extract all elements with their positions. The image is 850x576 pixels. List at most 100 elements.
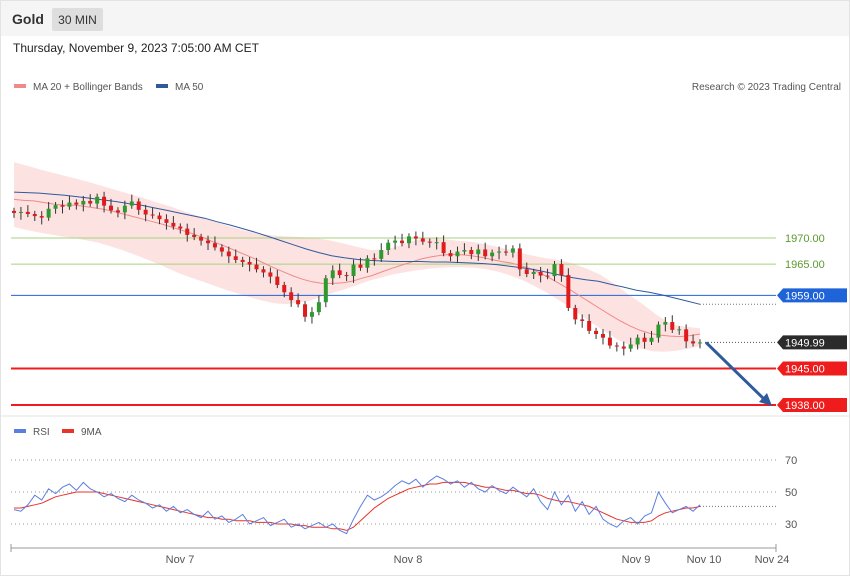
candle-body: [684, 329, 689, 342]
candle: [178, 223, 183, 234]
candle-body: [656, 324, 661, 338]
candle-body: [185, 228, 190, 235]
candle: [25, 205, 30, 218]
level-label-1938-00: 1938.00: [785, 400, 825, 412]
candle: [538, 266, 543, 283]
candle: [649, 330, 654, 345]
candle-body: [600, 334, 605, 338]
candle-body: [12, 210, 16, 213]
candle-body: [129, 201, 134, 206]
candle-body: [192, 234, 197, 237]
rsi-legend-label-1: RSI: [33, 427, 50, 438]
candle-body: [497, 251, 502, 253]
candle: [122, 200, 127, 220]
candle-body: [400, 240, 405, 244]
candle: [663, 317, 668, 332]
candle: [32, 210, 37, 222]
candle-body: [275, 276, 280, 285]
candle: [559, 259, 564, 282]
candle: [517, 243, 522, 277]
candle-body: [441, 242, 446, 254]
candle: [462, 243, 467, 255]
candle: [677, 326, 682, 335]
candle-body: [268, 272, 273, 277]
candle-body: [122, 205, 127, 213]
candle: [164, 214, 169, 230]
level-label-1965-00: 1965.00: [785, 259, 825, 271]
rsi-legend-swatch-2: [62, 429, 74, 433]
candle: [684, 324, 689, 349]
candle-body: [393, 240, 398, 243]
candle: [289, 287, 294, 307]
candle: [635, 334, 640, 350]
candle-body: [309, 312, 314, 317]
candle: [379, 243, 384, 263]
candle-body: [226, 251, 231, 257]
candle: [621, 341, 626, 356]
candle-body: [587, 320, 592, 331]
candle: [691, 334, 696, 347]
candle-body: [136, 201, 141, 210]
candle: [102, 191, 107, 213]
candle: [427, 238, 432, 248]
timeframe-badge[interactable]: 30 MIN: [52, 8, 103, 31]
candle: [400, 233, 405, 247]
candle: [420, 231, 425, 245]
ma50-line: [13, 191, 701, 305]
candle-body: [628, 344, 633, 349]
candle-body: [614, 345, 619, 347]
header-bar: Gold 30 MIN: [1, 1, 849, 36]
candle-body: [282, 284, 287, 293]
level-label-1970-00: 1970.00: [785, 233, 825, 245]
price-legend: MA 20 + Bollinger Bands MA 50: [14, 82, 204, 93]
x-tick-label-2: Nov 8: [394, 554, 423, 566]
candle: [497, 246, 502, 260]
candle: [365, 255, 370, 273]
candle-body: [469, 250, 474, 255]
level-tag-1945-00: [777, 361, 847, 376]
candle: [282, 281, 287, 298]
candle-body: [372, 258, 377, 260]
candle: [531, 268, 536, 279]
candle: [240, 256, 245, 267]
candle-body: [18, 211, 23, 213]
chart-timestamp: Thursday, November 9, 2023 7:05:00 AM CE…: [13, 41, 259, 55]
candle-body: [531, 271, 536, 275]
candle-body: [580, 319, 585, 321]
level-label-1959-00: 1959.00: [785, 290, 825, 302]
candle-body: [219, 247, 224, 252]
candle-body: [289, 292, 294, 301]
candle: [698, 339, 702, 349]
candle: [587, 314, 592, 335]
candle: [441, 235, 446, 257]
candle: [18, 206, 23, 220]
candle: [157, 212, 162, 225]
candle-body: [32, 213, 37, 217]
candle-body: [691, 341, 696, 344]
candle-body: [552, 264, 557, 277]
candle: [372, 253, 377, 266]
rsi-legend-swatch-1: [14, 429, 26, 433]
candle: [296, 293, 301, 308]
candle-body: [670, 322, 675, 330]
candle: [594, 327, 599, 339]
candle: [386, 239, 391, 255]
candle-body: [642, 337, 647, 342]
candle-body: [358, 264, 363, 268]
candle: [510, 245, 515, 258]
candle-body: [206, 240, 211, 244]
candle: [143, 204, 148, 222]
candle-body: [545, 275, 550, 277]
candle: [60, 200, 65, 214]
candle: [254, 257, 259, 273]
candle-body: [164, 219, 169, 223]
candle-body: [455, 251, 460, 257]
candle: [129, 194, 134, 209]
rsi-tick-30: 30: [785, 519, 797, 531]
instrument-title: Gold: [12, 11, 44, 27]
candle-body: [109, 205, 114, 211]
candle-body: [53, 205, 58, 209]
candle-body: [337, 270, 342, 276]
candle: [406, 233, 411, 249]
candle-body: [517, 248, 522, 270]
